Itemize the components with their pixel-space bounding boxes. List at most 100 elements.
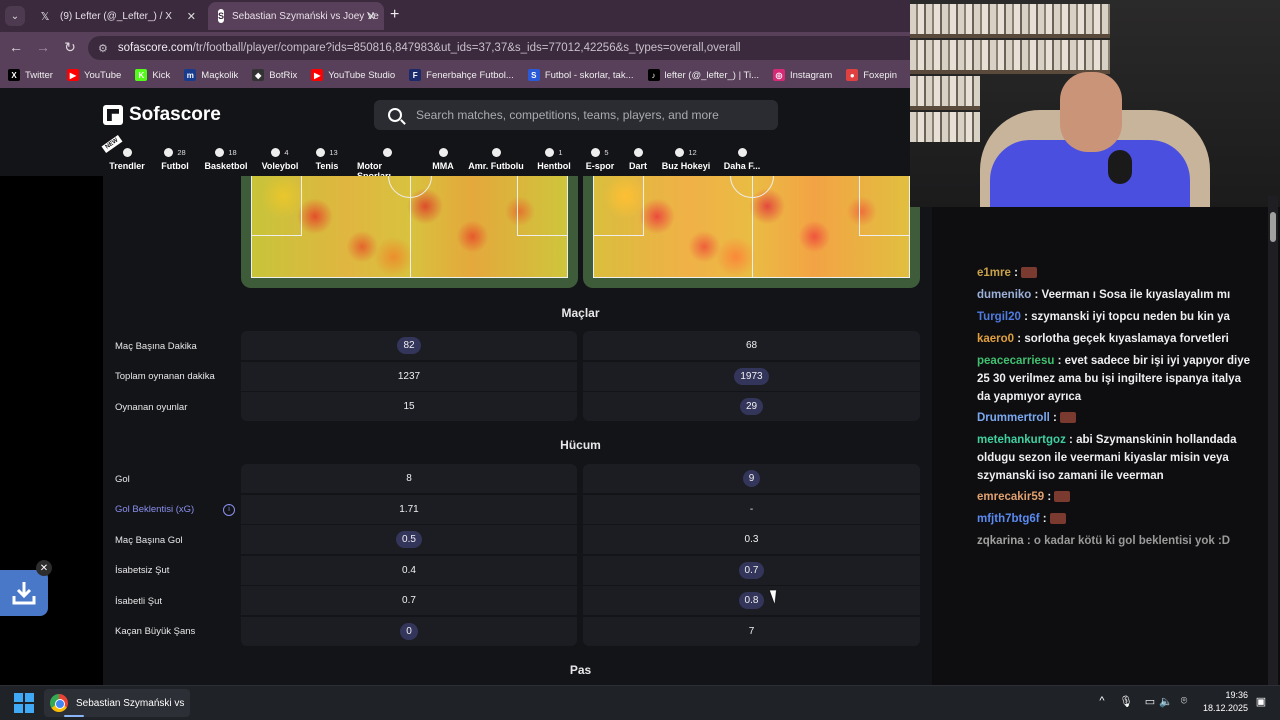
sport-count: 13 xyxy=(329,147,338,157)
bookmark-item[interactable]: X Twitter xyxy=(8,69,53,81)
mic-icon[interactable]: 🎙 xyxy=(1119,695,1133,708)
sport-tab[interactable]: 13 Tenis xyxy=(297,146,357,171)
bookmark-item[interactable]: ▶ YouTube Studio xyxy=(311,69,395,81)
chat-username[interactable]: metehankurtgoz xyxy=(977,434,1066,446)
site-settings-icon[interactable]: ⚙ xyxy=(98,42,108,55)
emote-icon xyxy=(1049,513,1066,525)
sport-count: 28 xyxy=(177,147,186,157)
stat-label[interactable]: Gol Beklentisi (xG) xyxy=(115,504,195,515)
clock[interactable]: 19:36 18.12.2025 xyxy=(1200,689,1248,715)
stat-label: Oynanan oyunlar xyxy=(115,401,188,413)
bookmark-label: Foxepin xyxy=(863,69,898,81)
chat-username[interactable]: mfjth7btg6f xyxy=(977,513,1040,525)
chat-username[interactable]: emrecakir59 xyxy=(977,491,1045,503)
sport-tab[interactable]: Dart xyxy=(608,146,668,171)
stat-value: 0 xyxy=(400,622,418,640)
notification-icon[interactable]: ▣ xyxy=(1255,695,1267,708)
speaker-icon[interactable]: 🔈 xyxy=(1159,695,1173,708)
sport-tab[interactable]: 12 Buz Hokeyi xyxy=(656,146,716,171)
tray-chevron-icon[interactable]: ^ xyxy=(1099,695,1105,707)
taskbar-chrome-app[interactable]: Sebastian Szymański vs xyxy=(44,689,190,717)
stat-value: 0.4 xyxy=(402,564,416,576)
close-tab-icon[interactable]: ✕ xyxy=(186,10,196,23)
reload-icon[interactable]: ↻ xyxy=(64,38,76,55)
search-placeholder: Search matches, competitions, teams, pla… xyxy=(416,108,719,122)
sport-label: Basketbol xyxy=(204,161,248,171)
search-input[interactable]: Search matches, competitions, teams, pla… xyxy=(374,100,778,130)
new-tab-button[interactable]: + xyxy=(390,6,400,23)
sport-tab[interactable]: 1 Hentbol xyxy=(524,146,584,171)
taskbar xyxy=(0,685,1280,720)
stat-label: Maç Başına Gol xyxy=(115,534,183,546)
bookmark-item[interactable]: ● Foxepin xyxy=(846,69,897,81)
bookmark-item[interactable]: ▶ YouTube xyxy=(66,69,122,81)
tab-title: Sebastian Szymański vs Joey Ve xyxy=(232,10,379,22)
info-icon[interactable]: i xyxy=(223,503,235,516)
sport-count: 5 xyxy=(604,147,609,157)
tab-search-button[interactable]: ⌄ xyxy=(5,6,25,26)
sport-tab[interactable]: Daha F... xyxy=(712,146,772,171)
sport-tab[interactable]: Trendler xyxy=(97,146,157,171)
bookmark-item[interactable]: K Kick xyxy=(135,69,170,81)
sport-icon xyxy=(271,147,281,157)
chat-text: evet sadece bir işi iyi yapıyor diye 25 … xyxy=(977,355,1250,403)
bookmark-item[interactable]: ◆ BotRix xyxy=(252,69,297,81)
sport-tab[interactable]: 4 Voleybol xyxy=(250,146,310,171)
close-tab-icon[interactable]: ✕ xyxy=(366,10,376,23)
x-icon: 𝕏 xyxy=(40,10,50,23)
chat-username[interactable]: Turgil20 xyxy=(977,311,1021,323)
stat-label: Kaçan Büyük Şans xyxy=(115,626,196,637)
sport-tab[interactable]: MMA xyxy=(413,146,473,171)
chat-username[interactable]: dumeniko xyxy=(977,289,1032,301)
bookmark-icon: X xyxy=(8,69,20,81)
forward-icon[interactable]: → xyxy=(36,39,50,55)
section-title: Maçlar xyxy=(561,306,600,320)
stat-value: 1.71 xyxy=(399,503,419,515)
sofascore-logo-icon xyxy=(103,105,123,125)
sofascore-logo[interactable]: Sofascore xyxy=(103,104,221,126)
back-icon[interactable]: ← xyxy=(9,39,23,55)
chat-username[interactable]: e1mre xyxy=(977,267,1011,279)
chat-text: sorlotha geçek kıyaslamaya forvetleri xyxy=(1024,333,1229,345)
bookmark-label: Twitter xyxy=(25,69,53,81)
close-download-icon[interactable]: ✕ xyxy=(36,560,52,576)
stat-value-right: 7 xyxy=(583,616,920,646)
sport-label: MMA xyxy=(432,161,454,171)
bookmark-icon: m xyxy=(184,69,197,81)
sport-tab[interactable]: 28 Futbol xyxy=(145,146,205,171)
bookmark-item[interactable]: m Maçkolik xyxy=(184,69,238,81)
chat-text: Veerman ı Sosa ile kıyaslayalım mı xyxy=(1041,289,1231,301)
chat-username[interactable]: kaero0 xyxy=(977,333,1015,345)
search-icon xyxy=(388,108,402,122)
tab-sofascore[interactable]: S Sebastian Szymański vs Joey Ve ✕ xyxy=(208,2,384,30)
logo-text: Sofascore xyxy=(129,104,221,125)
stat-value-right: 68 xyxy=(583,331,920,360)
windows-start-icon[interactable] xyxy=(14,693,34,713)
download-button[interactable] xyxy=(0,570,48,616)
bookmark-item[interactable]: ◎ Instagram xyxy=(773,69,832,81)
taskbar-app-label: Sebastian Szymański vs xyxy=(76,697,185,709)
chat-username[interactable]: zqkarina xyxy=(977,535,1024,547)
bookmark-item[interactable]: F Fenerbahçe Futbol... xyxy=(409,69,514,81)
stat-value-right: 0.8 xyxy=(583,586,920,615)
bookmark-item[interactable]: S Futbol - skorlar, tak... xyxy=(527,69,634,81)
address-bar[interactable]: ⚙ sofascore.com/tr/football/player/compa… xyxy=(88,36,910,60)
network-icon[interactable]: ⌾ xyxy=(1180,694,1188,707)
clock-time: 19:36 xyxy=(1225,690,1248,700)
sport-tab[interactable]: 5 E-spor xyxy=(570,146,630,171)
chat-scrollbar[interactable] xyxy=(1268,196,1278,685)
tab-twitter[interactable]: 𝕏 (9) Lefter (@_Lefter_) / X ✕ xyxy=(28,2,204,30)
bookmark-item[interactable]: ♪ lefter (@_lefter_) | Ti... xyxy=(647,69,759,81)
stat-value: 0.7 xyxy=(738,561,765,579)
sport-tab[interactable]: 18 Basketbol xyxy=(196,146,256,171)
chat-text: o kadar kötü ki gol beklentisi yok :D xyxy=(1033,535,1231,547)
sport-icon xyxy=(545,147,555,157)
chat-username[interactable]: peacecarriesu xyxy=(977,355,1055,367)
stat-value-right: 29 xyxy=(583,392,920,421)
display-icon[interactable]: ▭ xyxy=(1144,695,1156,708)
chat-username[interactable]: Drummertroll xyxy=(977,412,1050,424)
stat-value: 1973 xyxy=(734,367,769,385)
sport-tab[interactable]: Amr. Futbolu xyxy=(466,146,526,171)
bookmark-label: YouTube xyxy=(83,69,122,81)
sport-icon xyxy=(316,147,326,157)
